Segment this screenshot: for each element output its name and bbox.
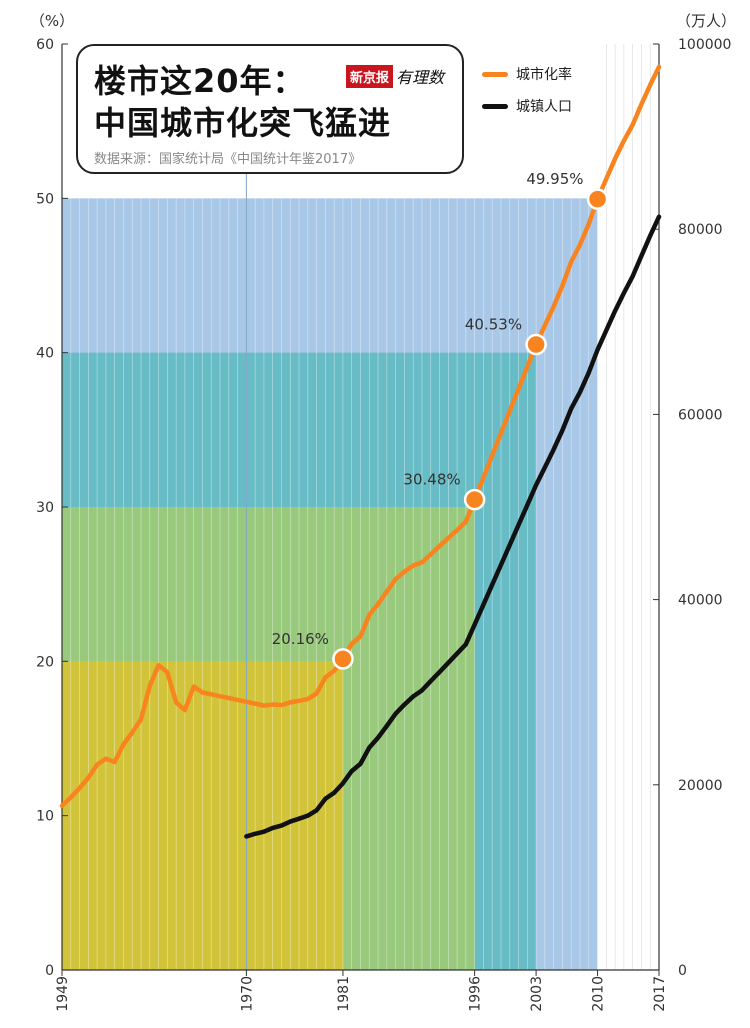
x-tick-label-2003: 2003 [529,976,545,1012]
right-tick-label-0: 0 [678,963,687,979]
right-tick-label-20000: 20000 [678,778,723,794]
marker-2003 [525,333,547,356]
data-label-2003: 40.53% [465,315,522,333]
series-line-urbanization [59,64,662,809]
marker-2010 [586,188,609,210]
legend-swatch-urbanization [482,71,508,77]
left-tick-label-50: 50 [36,191,54,207]
legend-swatch-population [482,103,508,109]
legend-item-urbanization: 城市化率 [482,58,572,90]
legend-label-population: 城镇人口 [516,99,572,115]
left-tick-label-30: 30 [36,500,54,516]
title-box: 楼市这20年： 新京报 有理数 中国城市化突飞猛进 数据来源：国家统计局《中国统… [76,44,464,174]
chart-title-line-1: 楼市这20年： [94,62,306,100]
chart-title-line-2: 中国城市化突飞猛进 [94,104,392,142]
x-tick-label-2010: 2010 [591,976,607,1012]
brand-logo-box: 新京报 [346,64,394,88]
data-label-1996: 30.48% [403,471,460,489]
series-line-population [244,214,662,839]
data-label-1981: 20.16% [272,630,329,648]
legend-item-population: 城镇人口 [482,90,572,122]
brand-logo: 新京报 有理数 [346,64,444,88]
left-tick-label-40: 40 [36,346,54,362]
right-tick-label-40000: 40000 [678,593,723,609]
brand-logo-script: 有理数 [396,68,445,87]
right-axis-unit: （万人） [676,12,736,30]
data-label-2010: 49.95% [526,170,583,188]
x-tick-label-1970: 1970 [239,976,255,1012]
right-tick-label-100000: 100000 [678,37,731,53]
x-tick-label-1996: 1996 [468,976,484,1012]
left-tick-label-10: 10 [36,809,54,825]
left-axis-unit: （%） [30,12,74,30]
left-tick-label-60: 60 [36,37,54,53]
legend: 城市化率 城镇人口 [482,58,572,122]
data-source: 数据来源：国家统计局《中国统计年鉴2017》 [94,152,362,167]
left-tick-label-20: 20 [36,654,54,670]
x-tick-label-1949: 1949 [55,976,71,1012]
x-tick-label-1981: 1981 [336,976,352,1012]
right-tick-label-80000: 80000 [678,222,723,238]
marker-1996 [463,488,486,511]
marker-1981 [332,648,354,670]
left-tick-label-0: 0 [45,963,54,979]
x-tick-label-2017: 2017 [652,976,668,1012]
right-tick-label-60000: 60000 [678,407,723,423]
legend-label-urbanization: 城市化率 [516,67,572,83]
